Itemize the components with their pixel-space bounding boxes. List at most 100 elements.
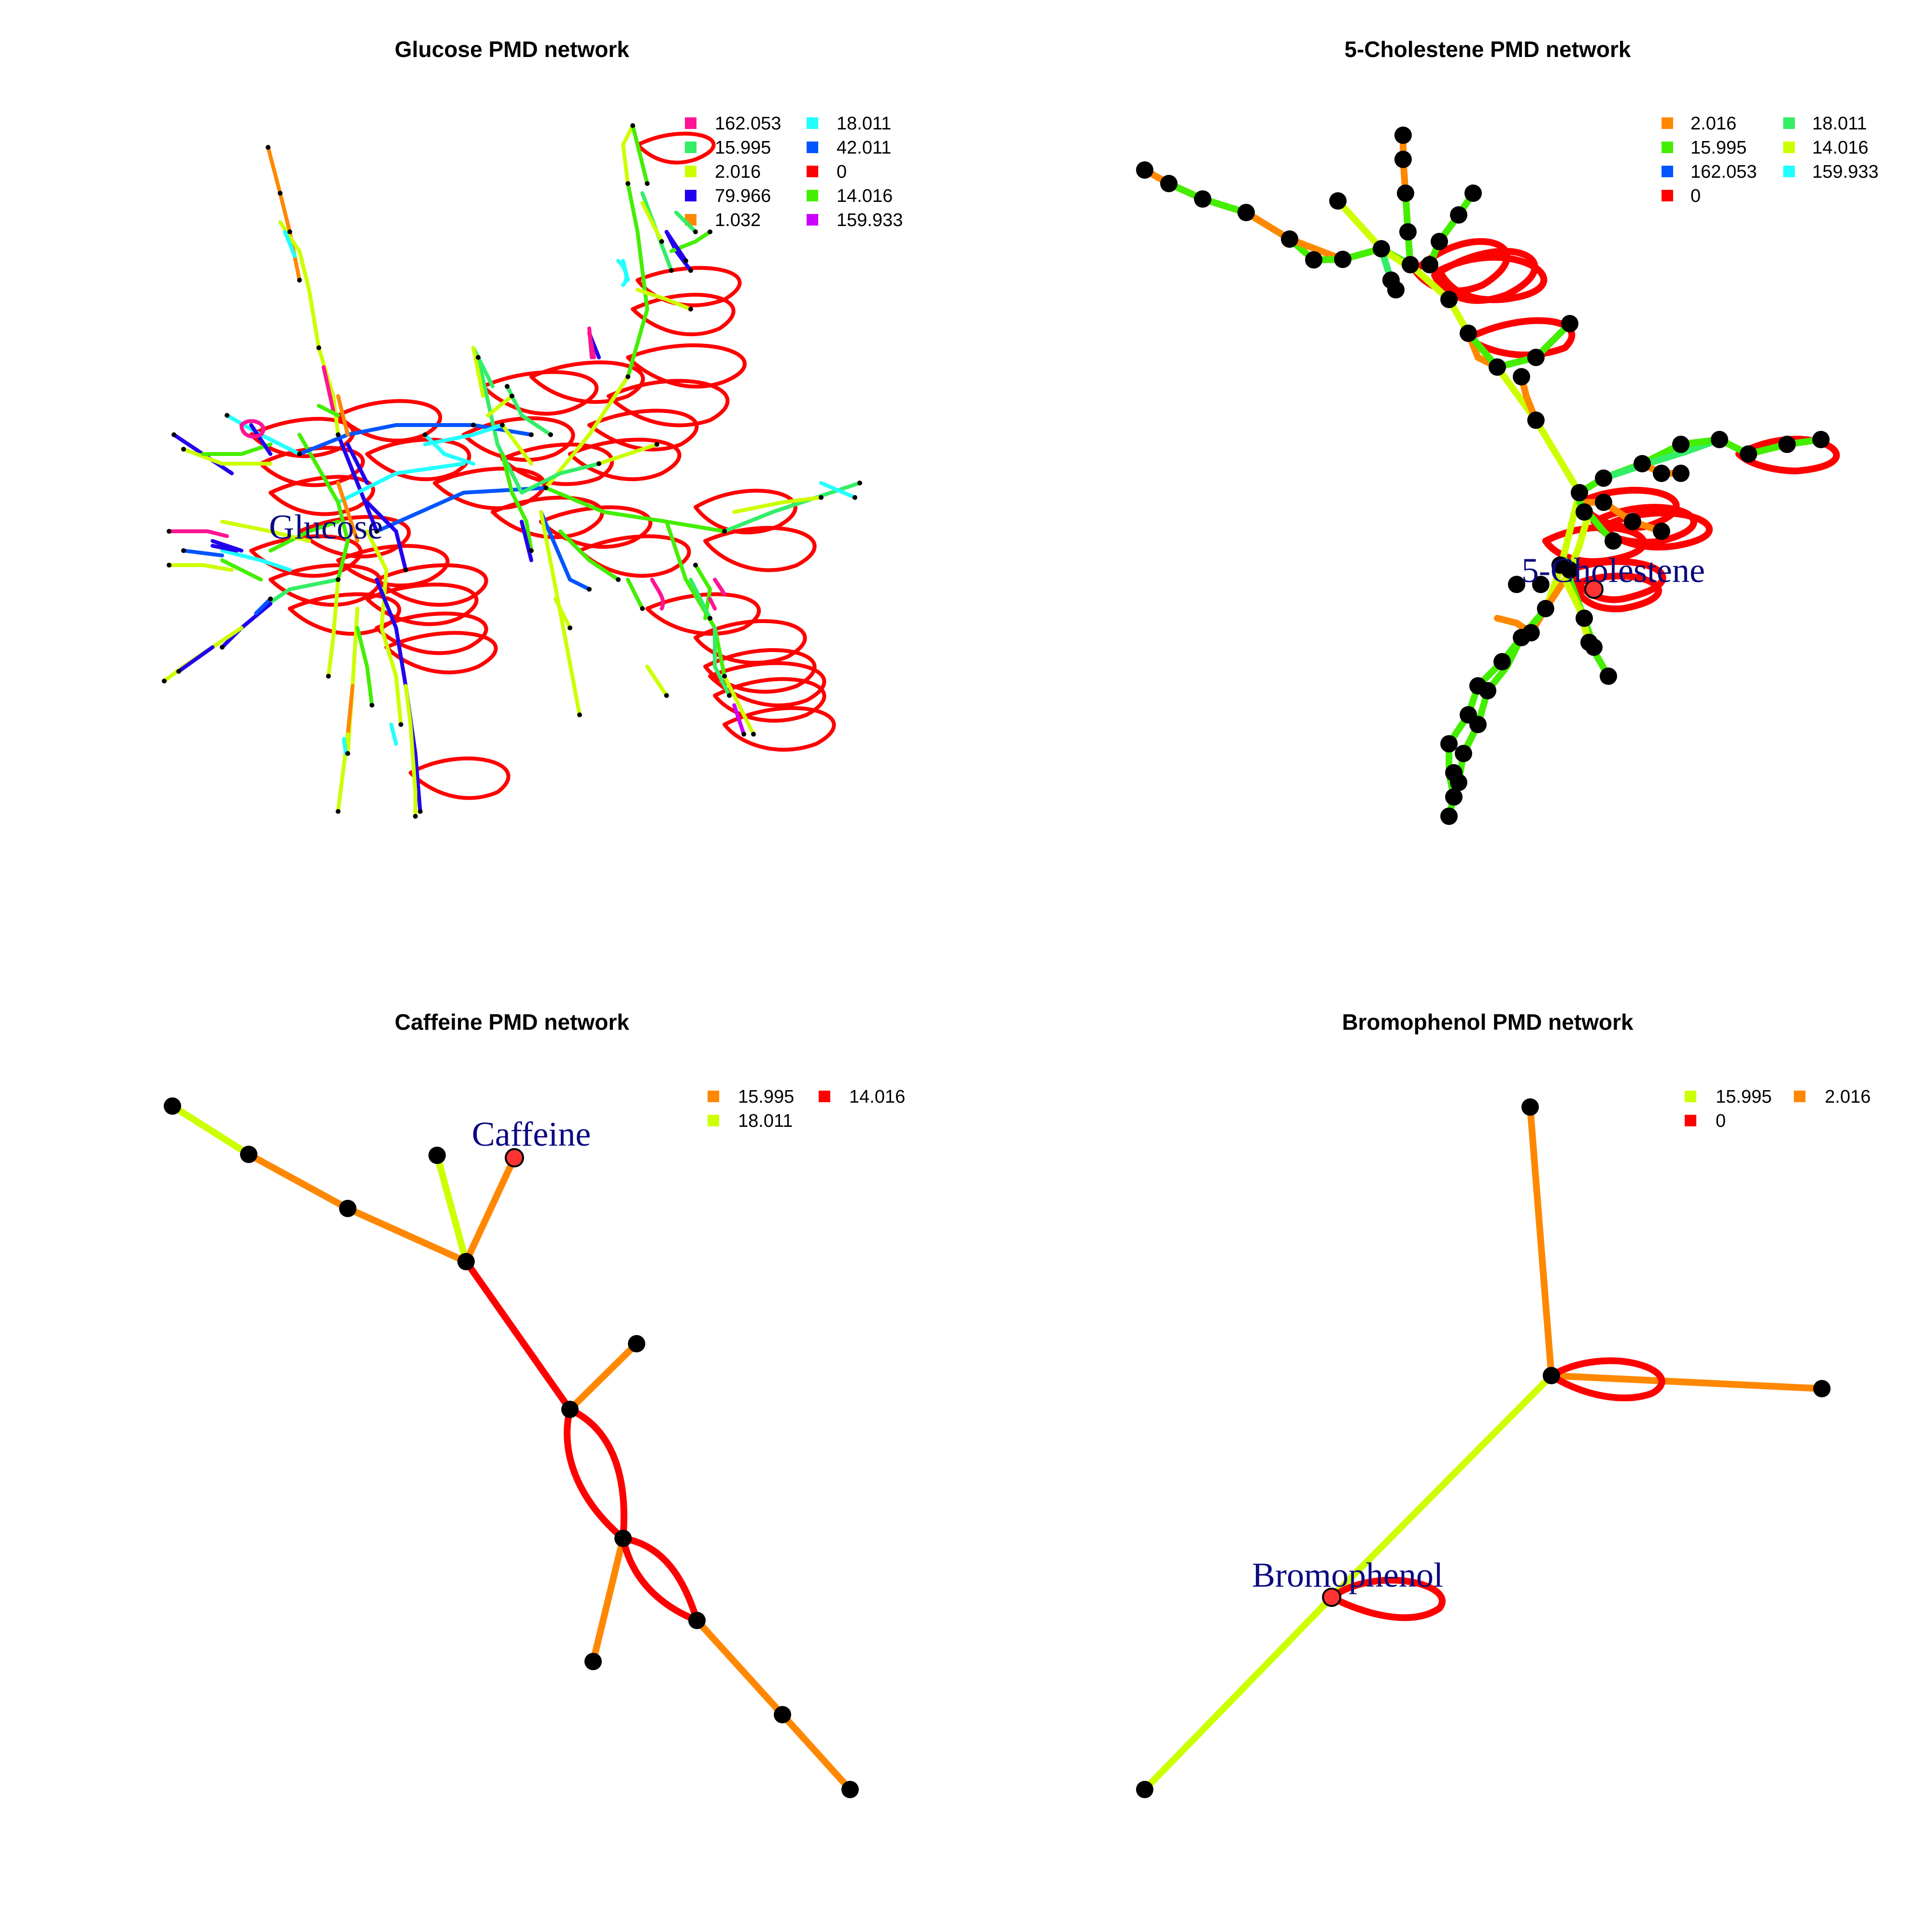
cholestene-legend: 2.016 15.995 162.053 0 18.011 14.016 [1662, 114, 1878, 206]
caffeine-edge [567, 1340, 640, 1413]
legend-swatch [1685, 1115, 1696, 1126]
legend-swatch [1783, 166, 1795, 177]
legend-item: 162.053 [1662, 162, 1757, 182]
legend-swatch [807, 117, 818, 129]
legend-item: 1.032 [685, 210, 761, 230]
caffeine-edge [590, 1535, 626, 1665]
glucose-node-label: Glucose [269, 508, 383, 546]
bromophenol-panel: Bromophenol PMD network 15.995 0 2.016 [1136, 1009, 1871, 1798]
legend-item: 15.995 [1662, 138, 1747, 158]
legend-swatch [1783, 142, 1795, 153]
legend-label: 15.995 [1690, 138, 1747, 158]
legend-item: 162.053 [685, 114, 781, 134]
legend-item: 14.016 [819, 1087, 905, 1107]
cholestene-network [1136, 127, 1840, 825]
legend-label: 0 [837, 162, 847, 182]
legend-item: 159.933 [807, 210, 903, 230]
caffeine-edge [463, 1154, 518, 1265]
legend-item: 18.011 [807, 114, 891, 134]
legend-swatch [685, 190, 696, 201]
caffeine-highlight-node [505, 1148, 524, 1167]
legend-label: 14.016 [1812, 138, 1868, 158]
caffeine-edge [463, 1258, 573, 1413]
caffeine-node-label: Caffeine [472, 1115, 591, 1153]
glucose-loops [249, 131, 836, 800]
legend-item: 14.016 [807, 186, 893, 206]
legend-label: 159.933 [837, 210, 903, 230]
legend-item: 42.011 [807, 138, 891, 158]
glucose-legend: 162.053 15.995 2.016 79.966 1.032 18.011 [685, 114, 903, 230]
legend-label: 79.966 [715, 186, 771, 206]
glucose-edges [162, 124, 862, 818]
bromophenol-panel-title: Bromophenol PMD network [1342, 1009, 1634, 1035]
bromophenol-highlight-node [1322, 1588, 1341, 1607]
cholestene-nodes [1136, 127, 1830, 825]
caffeine-edge [169, 1103, 252, 1158]
legend-label: 2.016 [715, 162, 761, 182]
legend-label: 15.995 [1716, 1087, 1772, 1107]
caffeine-network [164, 1097, 859, 1798]
legend-swatch [1662, 190, 1673, 201]
caffeine-edge [245, 1151, 469, 1265]
legend-label: 18.011 [738, 1111, 793, 1131]
legend-swatch [1783, 117, 1795, 129]
caffeine-edge [434, 1152, 469, 1265]
legend-swatch [807, 214, 818, 226]
glucose-nodes [162, 123, 862, 819]
legend-item: 0 [807, 162, 847, 182]
legend-item: 79.966 [685, 186, 771, 206]
bromophenol-edge [1548, 1357, 1665, 1402]
legend-label: 0 [1716, 1111, 1726, 1131]
legend-label: 162.053 [1690, 162, 1757, 182]
glucose-panel: Glucose PMD network 162.053 15.995 2.016… [162, 37, 903, 819]
legend-label: 14.016 [837, 186, 893, 206]
legend-label: 0 [1690, 186, 1701, 206]
cholestene-node-label: 5-Cholestene [1521, 551, 1705, 590]
legend-swatch [807, 166, 818, 177]
caffeine-edge [620, 1535, 700, 1624]
legend-swatch [708, 1115, 719, 1126]
caffeine-edge [567, 1406, 627, 1542]
bromophenol-edge [1527, 1104, 1555, 1379]
legend-label: 2.016 [1825, 1087, 1871, 1107]
legend-swatch [1794, 1091, 1805, 1102]
legend-item: 0 [1685, 1111, 1726, 1131]
legend-swatch [1662, 117, 1673, 129]
legend-swatch [708, 1091, 719, 1102]
cholestene-panel: 5-Cholestene PMD network 2.016 15.995 16… [1136, 37, 1878, 825]
legend-item: 159.933 [1783, 162, 1878, 182]
caffeine-legend: 15.995 18.011 14.016 [708, 1087, 905, 1131]
legend-label: 18.011 [1812, 114, 1867, 134]
caffeine-panel-title: Caffeine PMD network [395, 1009, 629, 1035]
cholestene-panel-title: 5-Cholestene PMD network [1345, 37, 1631, 62]
glucose-panel-title: Glucose PMD network [395, 37, 629, 62]
caffeine-edge [564, 1406, 626, 1542]
legend-swatch [685, 117, 696, 129]
legend-swatch [685, 142, 696, 153]
legend-label: 15.995 [715, 138, 771, 158]
legend-swatch [1662, 142, 1673, 153]
legend-swatch [807, 142, 818, 153]
cholestene-highlight-node [1584, 580, 1604, 599]
legend-swatch [819, 1091, 830, 1102]
bromophenol-legend: 15.995 0 2.016 [1685, 1087, 1871, 1131]
bromophenol-nodes [1136, 1098, 1831, 1798]
legend-item: 0 [1662, 186, 1701, 206]
legend-label: 162.053 [715, 114, 781, 134]
caffeine-nodes [164, 1097, 859, 1798]
legend-item: 18.011 [1783, 114, 1867, 134]
bromophenol-edge [1328, 1577, 1446, 1621]
legend-item: 15.995 [685, 138, 771, 158]
legend-label: 18.011 [837, 114, 891, 134]
legend-label: 1.032 [715, 210, 761, 230]
legend-swatch [807, 190, 818, 201]
legend-item: 15.995 [708, 1087, 794, 1107]
legend-swatch [685, 166, 696, 177]
caffeine-edge [694, 1617, 853, 1793]
legend-item: 2.016 [1794, 1087, 1871, 1107]
glucose-network [162, 123, 862, 819]
legend-item: 15.995 [1685, 1087, 1772, 1107]
legend-swatch [1685, 1091, 1696, 1102]
legend-swatch [1662, 166, 1673, 177]
